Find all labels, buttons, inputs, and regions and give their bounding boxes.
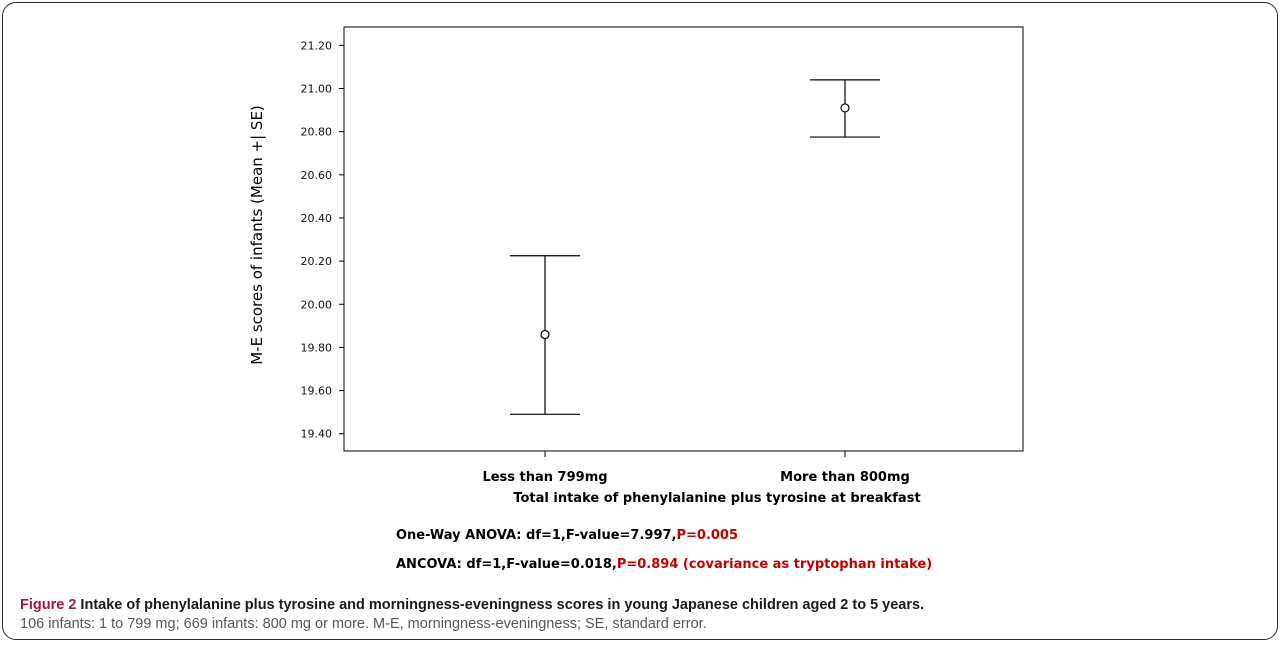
x-tick-label-1: More than 800mg bbox=[780, 470, 910, 485]
ancova-result: ANCOVA: df=1,F-value=0.018,P=0.894 (cova… bbox=[396, 557, 932, 572]
y-tick-label-0: 19.40 bbox=[301, 428, 333, 441]
caption-title-text: Intake of phenylalanine plus tyrosine an… bbox=[76, 597, 925, 613]
ancova-text: ANCOVA: df=1,F-value=0.018, bbox=[396, 557, 617, 572]
y-tick-label-7: 20.80 bbox=[301, 126, 333, 139]
x-axis-title: Total intake of phenylalanine plus tyros… bbox=[513, 491, 920, 506]
y-tick-label-6: 20.60 bbox=[301, 169, 333, 182]
x-axis: Less than 799mg More than 800mg bbox=[482, 451, 910, 485]
y-tick-label-2: 19.80 bbox=[301, 341, 333, 354]
y-tick-label-3: 20.00 bbox=[301, 298, 333, 311]
y-tick-label-4: 20.20 bbox=[301, 255, 333, 268]
x-tick-label-0: Less than 799mg bbox=[482, 470, 607, 485]
figure-caption: Figure 2 Intake of phenylalanine plus ty… bbox=[20, 596, 1270, 634]
anova-p-value: P=0.005 bbox=[676, 528, 739, 543]
mean-point-1 bbox=[840, 103, 850, 113]
chart: 19.40 19.60 19.80 20.00 20.20 20.40 20.60 20.80… bbox=[248, 26, 1024, 506]
y-tick-label-5: 20.40 bbox=[301, 212, 333, 225]
y-axis-title: M-E scores of infants (Mean +| SE) bbox=[248, 105, 266, 365]
chart-marks bbox=[510, 79, 880, 415]
y-tick-label-8: 21.00 bbox=[301, 82, 333, 95]
ancova-p-value: P=0.894 (covariance as tryptophan intake… bbox=[616, 557, 933, 572]
anova-text: One-Way ANOVA: df=1,F-value=7.997, bbox=[396, 528, 677, 543]
mean-point-0 bbox=[540, 329, 550, 340]
y-tick-label-9: 21.20 bbox=[301, 39, 333, 52]
plot-area bbox=[343, 26, 1024, 452]
caption-title: Figure 2 Intake of phenylalanine plus ty… bbox=[20, 596, 1270, 615]
y-axis: 19.40 19.60 19.80 20.00 20.20 20.40 20.60 20.80… bbox=[301, 39, 344, 441]
y-tick-label-1: 19.60 bbox=[301, 385, 333, 398]
figure-label: Figure 2 bbox=[20, 597, 77, 613]
anova-result: One-Way ANOVA: df=1,F-value=7.997,P=0.00… bbox=[396, 528, 738, 543]
caption-description: 106 infants: 1 to 799 mg; 669 infants: 8… bbox=[20, 616, 707, 632]
